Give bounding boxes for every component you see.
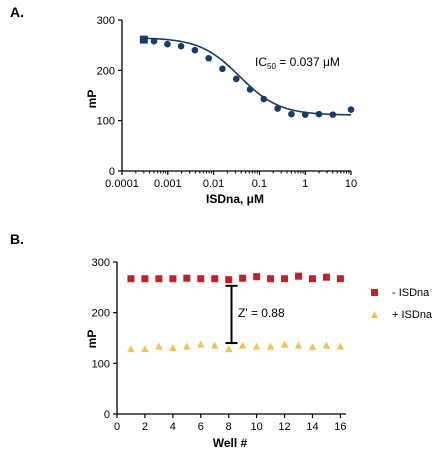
chart-b-point-plus-isdna bbox=[210, 341, 219, 349]
chart-b-point-plus-isdna bbox=[322, 341, 331, 349]
chart-a-fit-curve bbox=[143, 37, 352, 116]
chart-a-data-point bbox=[315, 110, 323, 118]
chart-b-z-annotation: Z' = 0.88 bbox=[238, 306, 285, 320]
chart-a-data-point bbox=[205, 54, 212, 62]
chart-a-x-tick-label: 1 bbox=[302, 178, 308, 190]
chart-a-y-axis-title: mP bbox=[85, 90, 99, 109]
chart-b-point-plus-isdna bbox=[280, 340, 289, 348]
chart-a-y-tick-label: 0 bbox=[109, 166, 115, 178]
chart-a-data-point bbox=[329, 111, 337, 118]
chart-b-point-minus-isdna bbox=[127, 275, 135, 283]
legend-label-plus-isdna: + ISDna bbox=[392, 309, 433, 321]
chart-b-x-tick-label: 4 bbox=[170, 421, 176, 433]
chart-b-point-plus-isdna bbox=[308, 343, 317, 351]
chart-b-point-minus-isdna bbox=[225, 276, 233, 284]
chart-b-y-tick-label: 100 bbox=[92, 358, 110, 370]
chart-b-point-minus-isdna bbox=[183, 274, 191, 282]
chart-a-data-point bbox=[347, 106, 355, 113]
chart-b-point-plus-isdna bbox=[294, 341, 303, 349]
chart-b-point-plus-isdna bbox=[127, 345, 135, 353]
chart-b-x-axis-title: Well # bbox=[213, 436, 248, 450]
chart-a-y-tick-label: 300 bbox=[97, 15, 115, 27]
chart-b-point-minus-isdna bbox=[295, 272, 303, 280]
chart-b-x-tick-label: 12 bbox=[278, 421, 290, 433]
chart-b-point-plus-isdna bbox=[196, 340, 205, 348]
legend-label-minus-isdna: - ISDna bbox=[392, 287, 430, 299]
chart-a-data-point bbox=[288, 110, 295, 118]
chart-b-point-plus-isdna bbox=[238, 341, 247, 349]
chart-b-legend: - ISDna + ISDna bbox=[371, 287, 433, 321]
chart-b-y-tick-label: 0 bbox=[104, 409, 110, 421]
chart-a-data-point bbox=[274, 105, 281, 112]
chart-b-y-axis-title: mP bbox=[85, 330, 99, 349]
chart-a-data-point bbox=[219, 65, 226, 73]
chart-b-point-minus-isdna bbox=[336, 275, 344, 283]
chart-b-point-minus-isdna bbox=[169, 275, 177, 283]
panel-label-a: A. bbox=[10, 4, 24, 20]
chart-a-data-point bbox=[232, 75, 240, 83]
chart-b-point-minus-isdna bbox=[197, 275, 205, 283]
chart-b-x-tick-label: 14 bbox=[306, 421, 318, 433]
chart-a-data-point bbox=[191, 46, 199, 54]
chart-b-x-tick-label: 16 bbox=[334, 421, 346, 433]
chart-b-point-minus-isdna bbox=[281, 275, 289, 283]
chart-b-point-minus-isdna bbox=[253, 273, 261, 281]
chart-b: mP Well # Z' = 0.88 - ISDna + ISDna 0100… bbox=[85, 257, 433, 450]
chart-a-y-tick-label: 100 bbox=[97, 116, 115, 128]
chart-a: mP ISDna, μM IC50 = 0.037 μM 0 100 200 300 0… bbox=[85, 15, 357, 206]
chart-b-point-plus-isdna bbox=[224, 345, 233, 353]
chart-a-x-tick-label: 0.001 bbox=[154, 178, 182, 190]
chart-b-x-tick-label: 2 bbox=[142, 421, 148, 433]
chart-b-point-minus-isdna bbox=[267, 275, 275, 283]
chart-a-x-tick-label: 0.01 bbox=[203, 178, 224, 190]
chart-a-x-tick-label: 0.1 bbox=[252, 178, 267, 190]
chart-b-y-tick-label: 200 bbox=[92, 308, 110, 320]
chart-a-y-tick-label: 200 bbox=[97, 65, 115, 77]
chart-b-point-minus-isdna bbox=[141, 275, 149, 283]
chart-a-data-point bbox=[164, 40, 171, 48]
legend-marker-plus-isdna bbox=[371, 311, 378, 318]
chart-a-data-point bbox=[177, 42, 185, 50]
chart-b-point-plus-isdna bbox=[141, 345, 149, 353]
panel-label-b: B. bbox=[10, 231, 24, 247]
chart-a-data-point bbox=[260, 95, 268, 103]
chart-b-y-tick-label: 300 bbox=[92, 257, 110, 269]
chart-b-point-plus-isdna bbox=[266, 342, 275, 350]
chart-b-point-plus-isdna bbox=[336, 342, 345, 350]
chart-b-x-tick-label: 6 bbox=[198, 421, 204, 433]
legend-marker-minus-isdna bbox=[371, 289, 378, 296]
chart-b-point-plus-isdna bbox=[183, 342, 191, 350]
chart-b-point-minus-isdna bbox=[322, 273, 330, 281]
chart-b-point-minus-isdna bbox=[308, 275, 316, 283]
chart-b-point-plus-isdna bbox=[155, 342, 163, 350]
chart-a-data-point bbox=[150, 37, 158, 45]
chart-a-data-point bbox=[246, 86, 254, 93]
chart-a-x-tick-label: 10 bbox=[345, 178, 357, 190]
chart-b-point-plus-isdna bbox=[169, 344, 177, 352]
chart-b-x-tick-label: 0 bbox=[114, 421, 120, 433]
chart-b-x-tick-label: 10 bbox=[251, 421, 263, 433]
chart-a-x-axis-title: ISDna, μM bbox=[206, 192, 264, 206]
chart-a-data-square bbox=[139, 35, 148, 44]
chart-b-point-minus-isdna bbox=[211, 275, 219, 283]
chart-b-point-plus-isdna bbox=[252, 342, 261, 350]
chart-a-x-tick-label: 0.0001 bbox=[105, 178, 139, 190]
chart-b-point-minus-isdna bbox=[155, 275, 163, 283]
chart-b-x-tick-label: 8 bbox=[226, 421, 232, 433]
chart-b-point-minus-isdna bbox=[239, 274, 247, 282]
chart-a-data-point bbox=[301, 111, 309, 118]
chart-a-ic50-annotation: IC50 = 0.037 μM bbox=[255, 55, 340, 71]
